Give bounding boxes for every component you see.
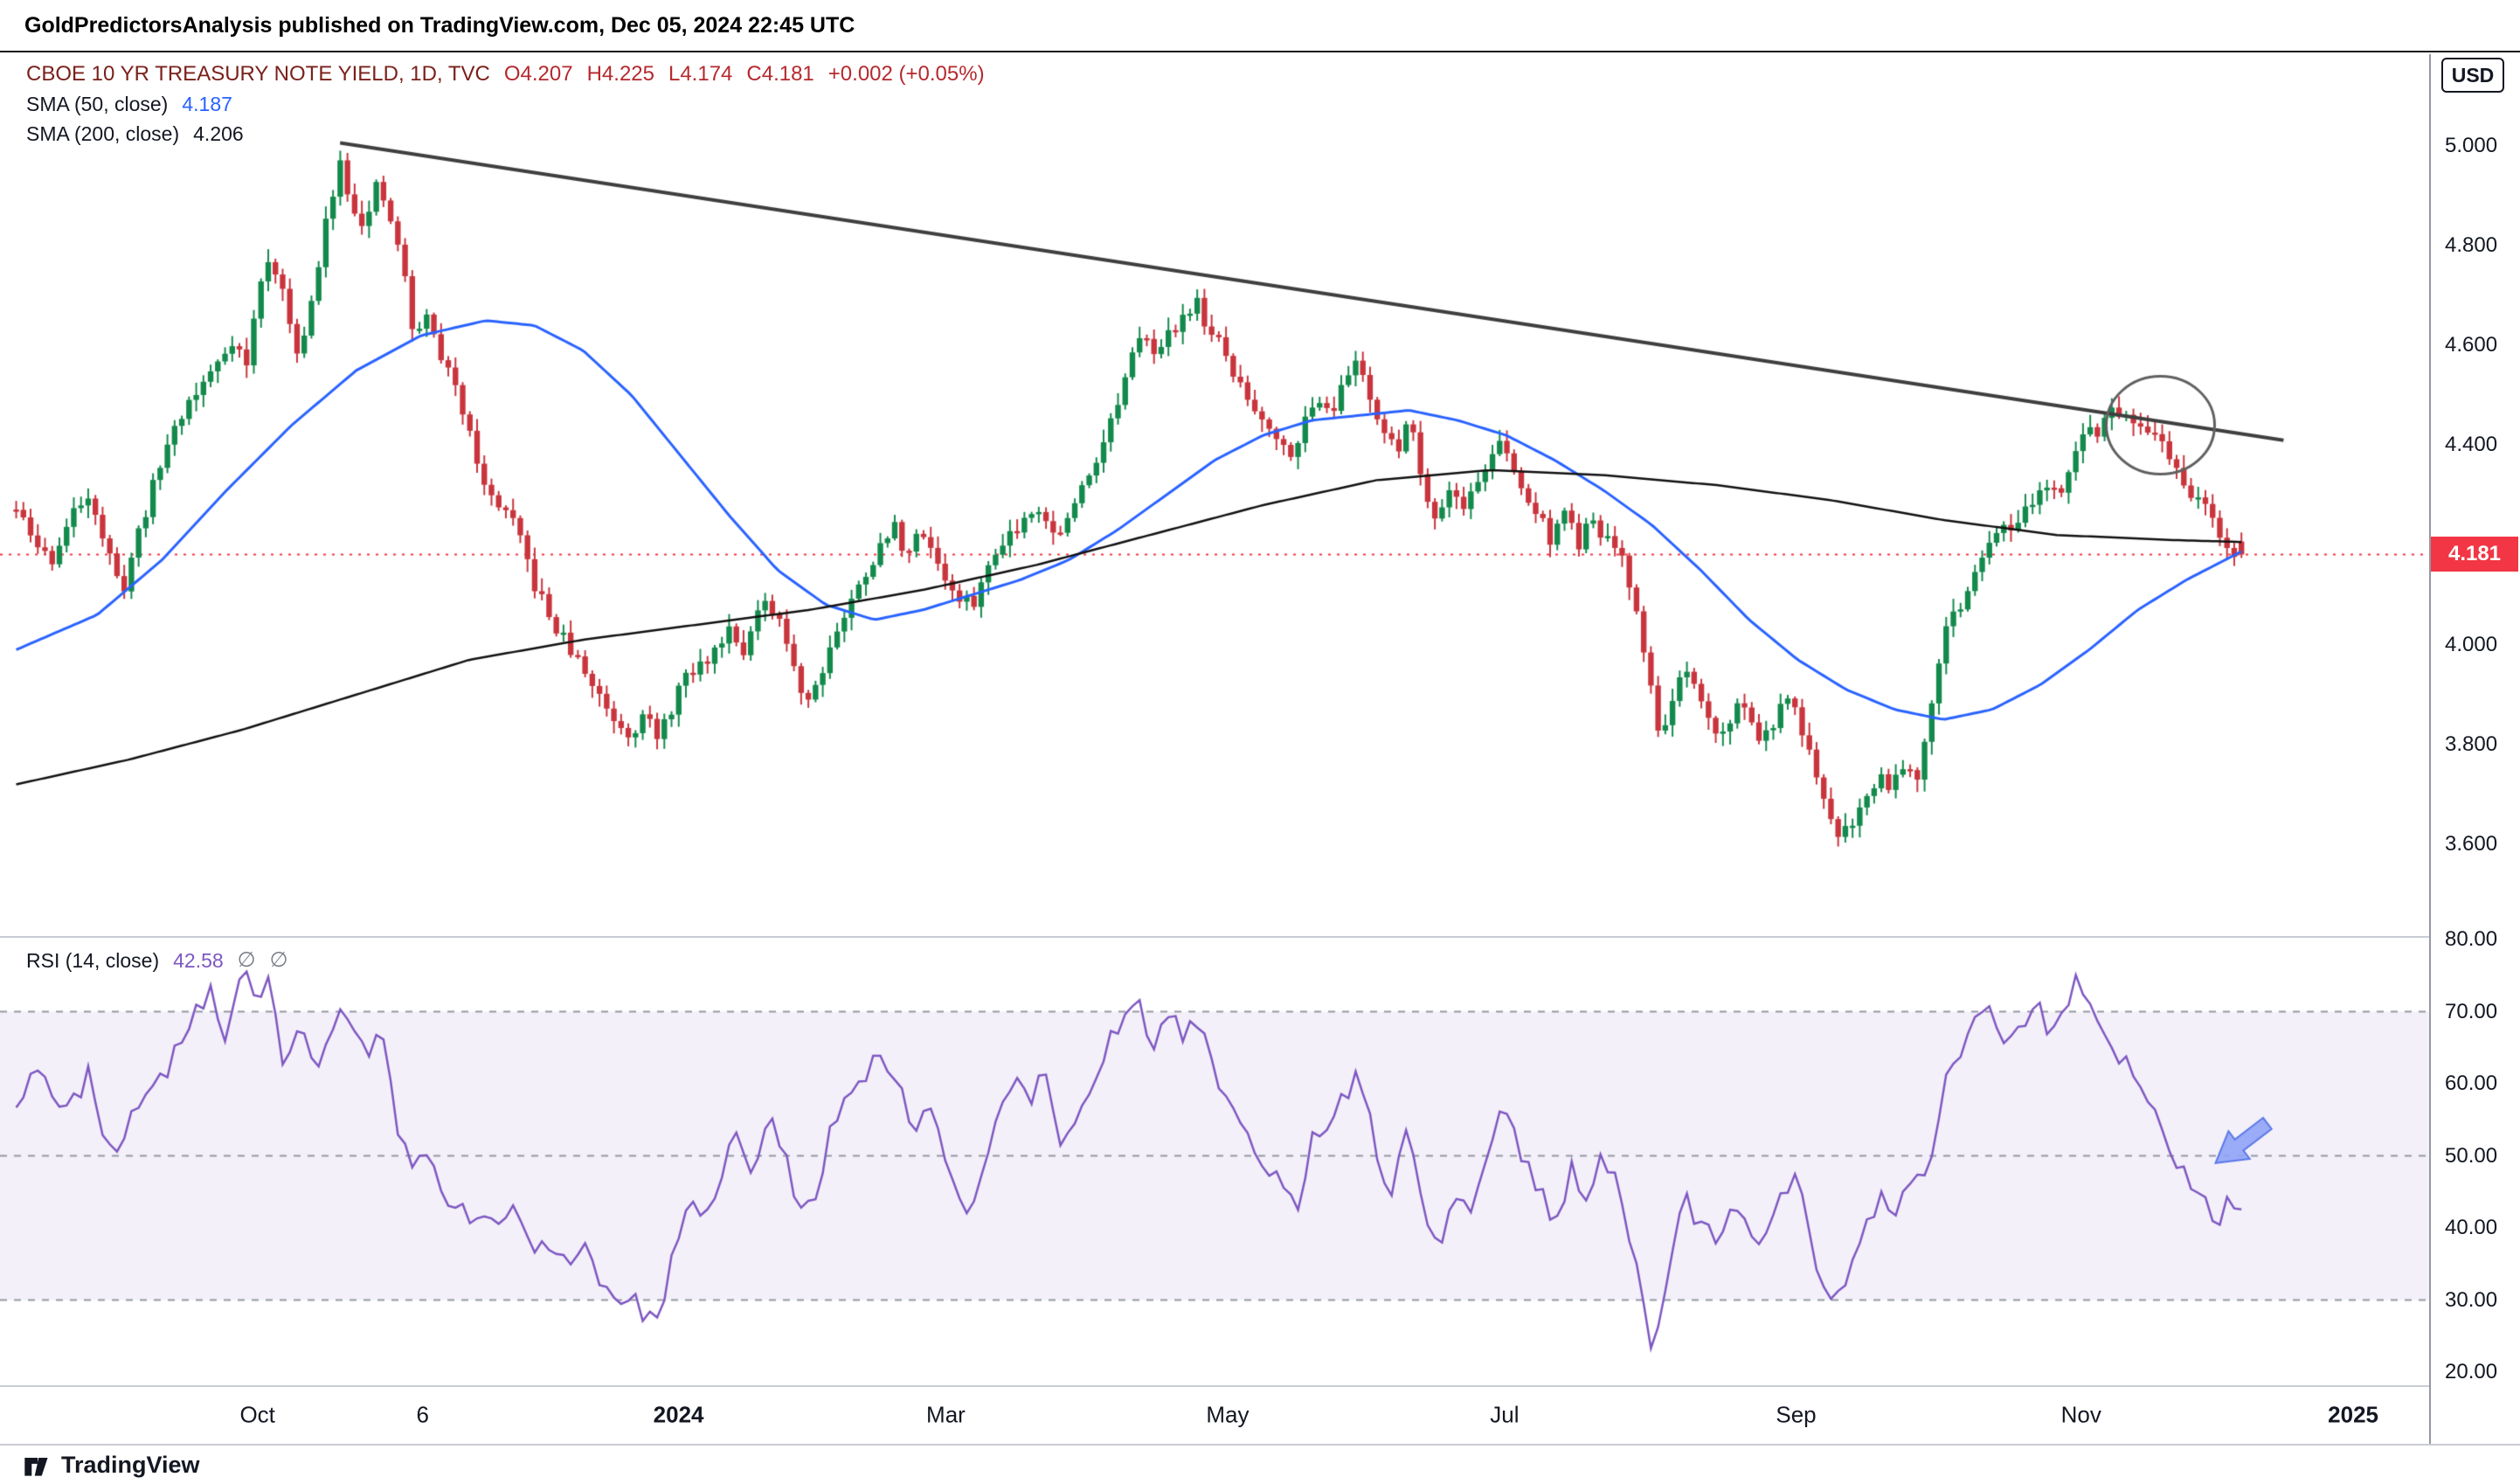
symbol-title: CBOE 10 YR TREASURY NOTE YIELD, 1D, TVC <box>26 62 490 86</box>
last-price-badge: 4.181 <box>2431 537 2518 572</box>
pane-separator[interactable] <box>0 936 2429 938</box>
sma50-value: 4.187 <box>182 93 232 115</box>
price-tick-label: 3.600 <box>2445 832 2498 856</box>
circle-slash-icon: ∅ <box>237 948 256 972</box>
circle-slash-icon: ∅ <box>269 948 288 972</box>
sma200-legend-row[interactable]: SMA (200, close) 4.206 <box>26 119 985 149</box>
rsi-pane[interactable] <box>0 936 2429 1385</box>
low-value: L4.174 <box>668 62 733 86</box>
price-axis[interactable]: USD 5.000 4.800 4.600 4.400 4.000 3.800 3.600 … <box>2431 0 2520 1444</box>
time-axis-label: May <box>1206 1401 1250 1427</box>
rsi-tick-label: 60.00 <box>2445 1071 2498 1095</box>
rsi-tick-label: 50.00 <box>2445 1143 2498 1168</box>
time-axis-label: Nov <box>2060 1401 2101 1427</box>
time-axis-separator <box>0 1385 2429 1387</box>
time-axis[interactable]: Oct 6 2024 Mar May Jul Sep Nov 2025 <box>0 1385 2429 1444</box>
close-value: C4.181 <box>746 62 814 86</box>
time-axis-label: Sep <box>1776 1401 1817 1427</box>
footer-separator <box>0 1444 2520 1446</box>
rsi-value: 42.58 <box>173 949 224 972</box>
high-value: H4.225 <box>586 62 654 86</box>
publication-caption: GoldPredictorsAnalysis published on Trad… <box>24 12 855 38</box>
sma50-label: SMA (50, close) <box>26 93 169 115</box>
time-axis-label: 6 <box>416 1401 429 1427</box>
rsi-tick-label: 70.00 <box>2445 999 2498 1023</box>
tradingview-logo-icon[interactable] <box>23 1451 51 1479</box>
rsi-legend-row[interactable]: RSI (14, close) 42.58 ∅ ∅ <box>26 946 287 975</box>
time-axis-label: Mar <box>926 1401 966 1427</box>
price-tick-label: 4.800 <box>2445 233 2498 258</box>
price-pane[interactable] <box>0 54 2429 936</box>
sma200-label: SMA (200, close) <box>26 122 180 145</box>
time-axis-label: Jul <box>1490 1401 1520 1427</box>
rsi-label: RSI (14, close) <box>26 949 160 972</box>
price-tick-label: 4.600 <box>2445 333 2498 357</box>
chart-legend: CBOE 10 YR TREASURY NOTE YIELD, 1D, TVC … <box>26 59 985 149</box>
price-axis-separator <box>2429 54 2431 1444</box>
price-tick-label: 5.000 <box>2445 134 2498 157</box>
time-axis-label: 2024 <box>653 1401 704 1427</box>
currency-toggle-button[interactable]: USD <box>2441 58 2504 93</box>
rsi-tick-label: 40.00 <box>2445 1216 2498 1239</box>
rsi-tick-label: 80.00 <box>2445 927 2498 951</box>
change-value: +0.002 (+0.05%) <box>827 62 985 86</box>
sma200-value: 4.206 <box>193 122 244 145</box>
sma50-legend-row[interactable]: SMA (50, close) 4.187 <box>26 89 985 119</box>
header-bar: GoldPredictorsAnalysis published on Trad… <box>0 0 2520 52</box>
time-axis-label: Oct <box>239 1401 275 1427</box>
rsi-tick-label: 30.00 <box>2445 1287 2498 1312</box>
rsi-tick-label: 20.00 <box>2445 1360 2498 1383</box>
price-tick-label: 3.800 <box>2445 732 2498 756</box>
price-tick-label: 4.000 <box>2445 632 2498 656</box>
time-axis-label: 2025 <box>2328 1401 2378 1427</box>
open-value: O4.207 <box>503 62 573 86</box>
brand-name[interactable]: TradingView <box>61 1451 200 1478</box>
symbol-legend-row[interactable]: CBOE 10 YR TREASURY NOTE YIELD, 1D, TVC … <box>26 59 985 89</box>
price-tick-label: 4.400 <box>2445 433 2498 457</box>
footer-bar: TradingView <box>0 1446 2520 1484</box>
